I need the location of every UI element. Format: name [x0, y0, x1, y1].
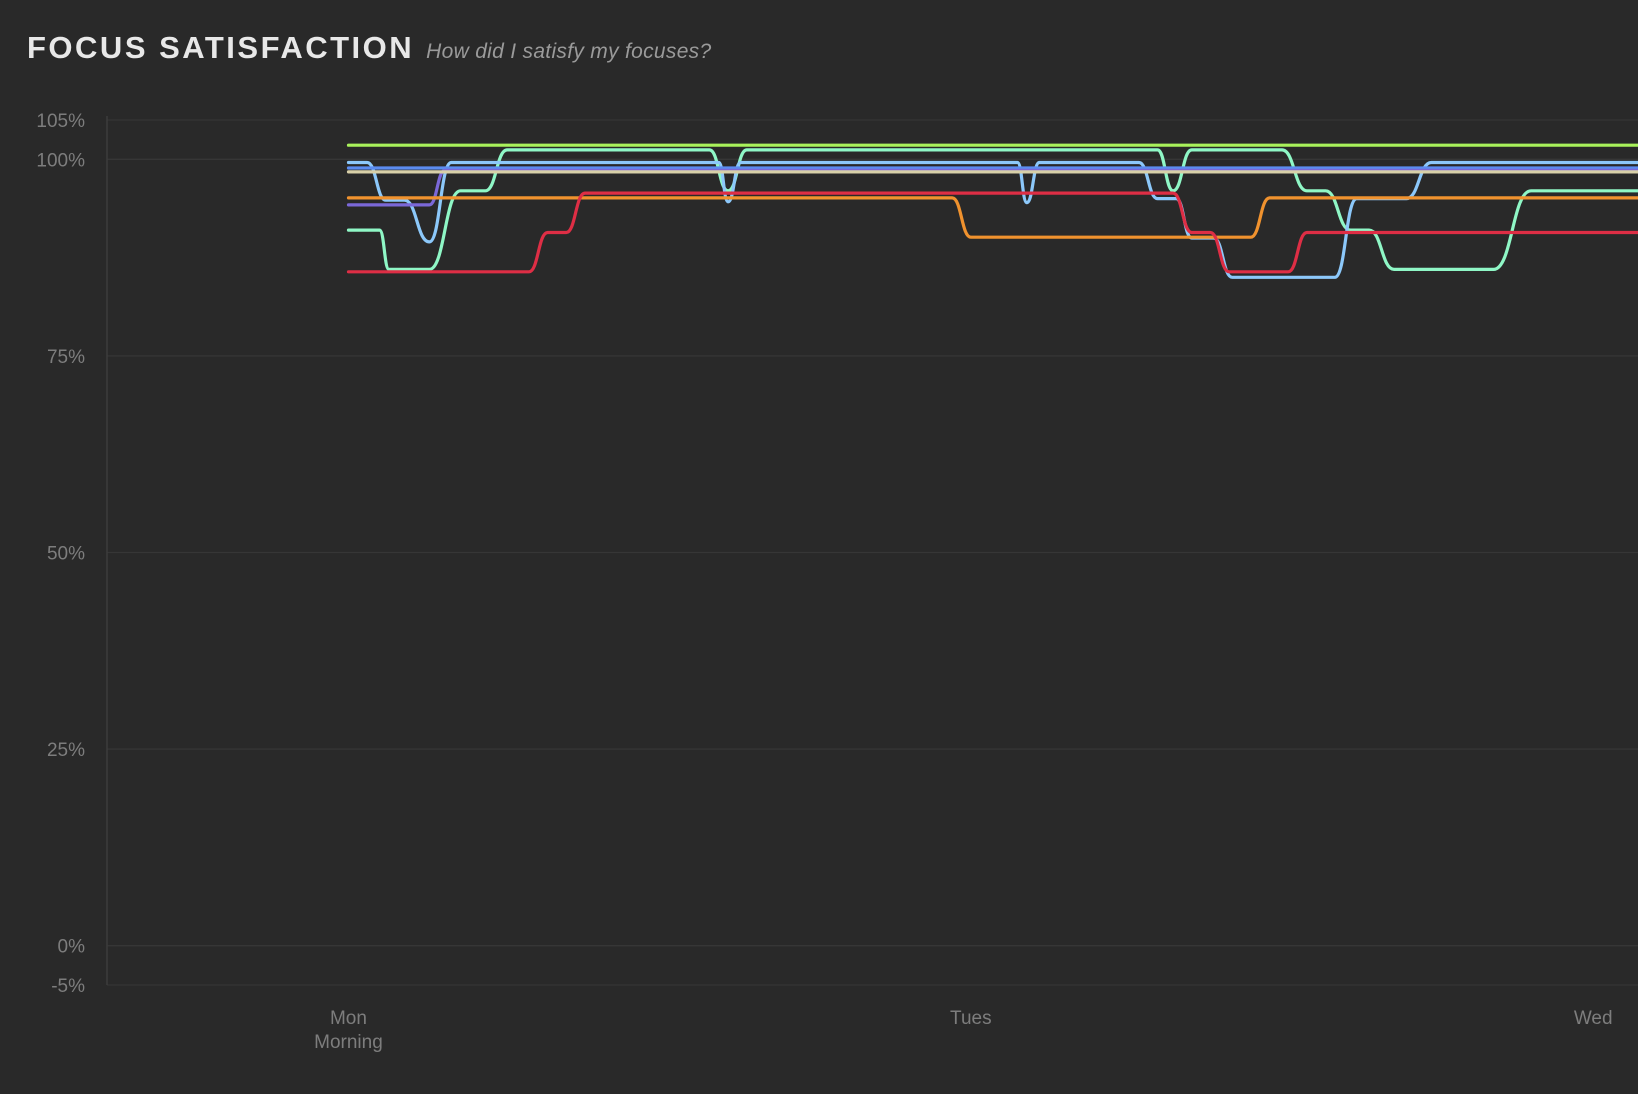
grid-lines	[107, 119, 1638, 986]
x-tick-label: Tues	[950, 1008, 992, 1029]
x-tick-labels: Mon Morning Tues Wed	[314, 1008, 1612, 1053]
series-line-8	[346, 191, 1638, 274]
chart-title: FOCUS SATISFACTION	[27, 30, 415, 65]
chart-header: FOCUS SATISFACTION How did I satisfy my …	[27, 30, 711, 66]
y-tick-labels: 105% 100% 75% 50% 25% 0% -5%	[36, 111, 85, 997]
x-tick-label: Wed	[1574, 1008, 1613, 1029]
y-tick-label: 75%	[47, 347, 85, 368]
y-tick-label: 0%	[58, 937, 86, 958]
series-line-2	[346, 148, 1638, 271]
y-tick-label: 105%	[36, 111, 85, 132]
series-line-5	[346, 168, 1638, 207]
x-tick-label: Mon	[330, 1008, 367, 1029]
y-tick-label: -5%	[51, 976, 85, 997]
x-tick-sublabel: Morning	[314, 1032, 383, 1053]
y-tick-label: 25%	[47, 740, 85, 761]
series-line-3	[346, 160, 1638, 279]
chart-subtitle: How did I satisfy my focuses?	[426, 40, 712, 63]
series-lines	[346, 143, 1638, 279]
series-line-7	[346, 196, 1638, 239]
y-tick-label: 100%	[36, 150, 85, 171]
y-tick-label: 50%	[47, 544, 85, 565]
